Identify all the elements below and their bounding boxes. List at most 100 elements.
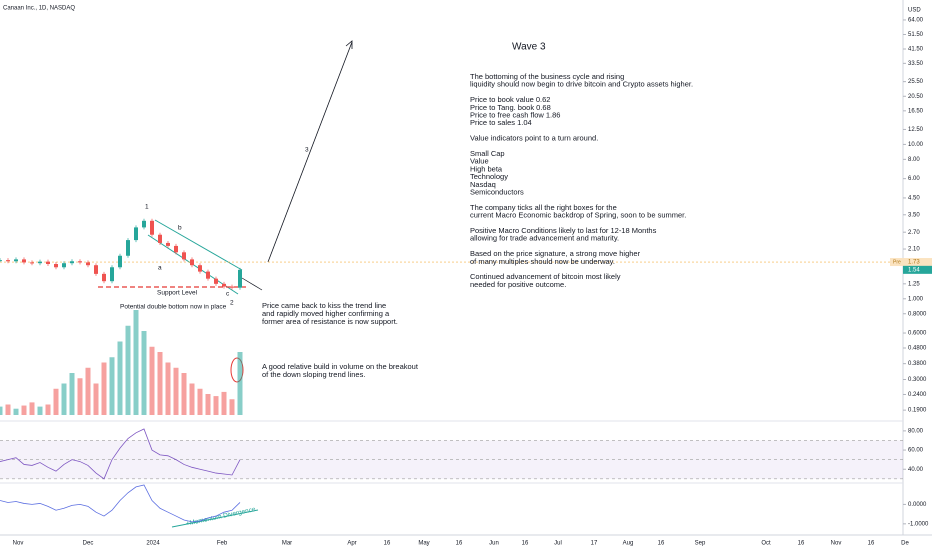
candle [238, 269, 242, 288]
pointer [241, 277, 263, 291]
annotation: A good relative build in volume on the b… [262, 362, 419, 371]
note-line: Small Cap [470, 149, 505, 158]
note-line: Positive Macro Conditions likely to last… [470, 226, 657, 235]
y-tick-label: 33.50 [908, 61, 924, 67]
volume-bar [125, 325, 131, 415]
x-tick-label: Mar [282, 541, 292, 547]
x-tick-label: Nov [13, 541, 24, 547]
volume-bar [85, 367, 91, 415]
x-tick-label: Oct [761, 541, 771, 547]
note-line: Value [470, 157, 489, 166]
candle [166, 242, 170, 246]
x-tick-label: 17 [591, 541, 598, 547]
x-tick-label: Dec [83, 541, 94, 547]
x-tick-label: Sep [695, 541, 706, 547]
wave-label: Wave 3 [512, 42, 546, 53]
y-tick-label: 4.50 [908, 196, 920, 202]
annotation: of the down sloping trend lines. [262, 370, 365, 379]
volume-bar [93, 383, 99, 415]
rsi-line [0, 428, 241, 480]
candle [22, 259, 26, 263]
note-line: Based on the price signature, a strong m… [470, 249, 641, 258]
candle [222, 283, 226, 287]
wave-number: a [158, 265, 162, 272]
x-tick-label: Jun [489, 541, 499, 547]
wave-number: c [226, 291, 230, 298]
x-tick-label: Aug [623, 541, 634, 547]
volume-bar [133, 310, 139, 415]
candle [86, 262, 90, 266]
volume-bar [229, 399, 235, 415]
x-tick-label: 16 [384, 541, 391, 547]
x-tick-label: Nov [831, 541, 842, 547]
volume-bar [0, 406, 3, 415]
note-line: Price to book value 0.62 [470, 95, 550, 104]
y-tick-label: 1.000 [908, 296, 924, 302]
y-tick-label: 20.50 [908, 94, 924, 100]
candle [54, 264, 58, 268]
y-tick-label: -1.0000 [908, 521, 929, 527]
price-badge [903, 265, 932, 274]
x-tick-label: Apr [347, 541, 356, 547]
arrow-head [345, 40, 353, 49]
x-tick-label: Jul [554, 541, 562, 547]
candle [6, 260, 10, 262]
y-tick-label: 10.00 [908, 142, 924, 148]
volume-bar [165, 362, 171, 415]
candle [110, 267, 114, 282]
annotation: and rapidly moved higher confirming a [262, 309, 390, 318]
x-tick-label: 16 [658, 541, 665, 547]
note-line: Continued advancement of bitcoin most li… [470, 272, 621, 281]
note-line: The company ticks all the right boxes fo… [470, 203, 617, 212]
note-line: Price to free cash flow 1.86 [470, 110, 560, 119]
candle [38, 261, 42, 264]
note-line: needed for positive outcome. [470, 280, 566, 289]
price-label: 1.54 [908, 267, 920, 273]
note-line: The bottoming of the business cycle and … [470, 72, 624, 81]
pre-market-value: 1.73 [908, 260, 920, 266]
annotation: Price came back to kiss the trend line [262, 301, 386, 310]
candle [126, 240, 130, 256]
volume-bar [117, 341, 123, 415]
candle [190, 259, 194, 266]
volume-bar [13, 408, 19, 415]
note-line: Price to sales 1.04 [470, 118, 532, 127]
volume-bar [53, 388, 59, 415]
y-tick-label: 8.00 [908, 157, 920, 163]
candle [0, 260, 2, 262]
y-tick-label: 3.50 [908, 212, 920, 218]
volume-bar [205, 394, 211, 415]
volume-bar [101, 362, 107, 415]
y-tick-label: 6.00 [908, 176, 920, 182]
divergence-line [171, 509, 259, 528]
note-line: Nasdaq [470, 180, 496, 189]
volume-bar [29, 402, 35, 415]
volume-bar [45, 404, 51, 415]
volume-bar [61, 383, 67, 415]
y-tick-label: 25.50 [908, 79, 924, 85]
volume-bar [197, 388, 203, 415]
volume-bar [5, 404, 11, 415]
candle [70, 261, 74, 264]
x-tick-label: De [901, 541, 909, 547]
candle [102, 273, 106, 282]
y-tick-label: 0.3000 [908, 377, 927, 383]
note-line: of many multiples should now be underway… [470, 257, 615, 266]
candle [230, 286, 234, 288]
volume-bar [157, 352, 163, 415]
trend-line [154, 219, 243, 271]
volume-bar [181, 373, 187, 415]
volume-bar [213, 396, 219, 415]
volume-bar [37, 406, 43, 415]
candle [214, 278, 218, 284]
x-tick-label: 16 [456, 541, 463, 547]
candle [182, 252, 186, 260]
y-tick-label: 12.50 [908, 127, 924, 133]
candle [14, 259, 18, 262]
x-tick-label: 2024 [146, 541, 160, 547]
candle [142, 220, 146, 228]
wave-number: 3 [305, 147, 309, 154]
y-tick-label: 0.6000 [908, 331, 927, 337]
candle [46, 261, 50, 265]
